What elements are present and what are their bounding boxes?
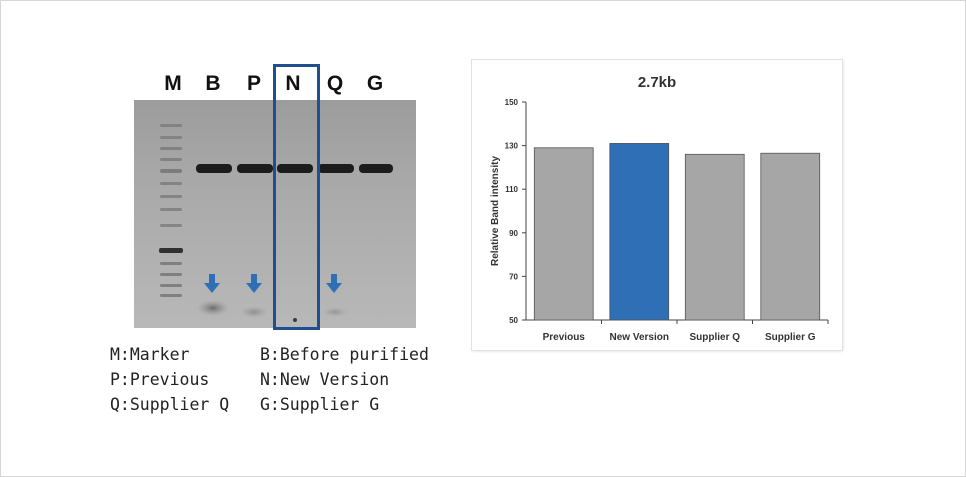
- lane-label-n: N: [285, 72, 301, 95]
- lane-label-b: B: [205, 72, 221, 95]
- arrow-icon-b: [204, 274, 220, 293]
- product-bands: [196, 164, 393, 173]
- bar-previous: [533, 147, 594, 321]
- lane-n-highlight-box: [273, 64, 320, 330]
- gel-legend: M:Marker B:Before purified P:Previous N:…: [110, 342, 429, 417]
- lane-label-p: P: [246, 72, 261, 95]
- y-tick-label: 50: [509, 316, 518, 325]
- gel-lane-labels: M B P N Q G: [134, 72, 416, 98]
- legend-supplier-g: G:Supplier G: [260, 395, 380, 414]
- y-tick-label: 150: [505, 98, 519, 107]
- bar-chart: 50 70 90 110 130 150 Relative Band intensity Pr…: [490, 98, 829, 343]
- bar-new-version: [609, 143, 670, 321]
- lane-label-q: Q: [326, 72, 344, 95]
- x-tick-label: Supplier Q: [689, 332, 740, 343]
- x-tick-label: Supplier G: [765, 332, 816, 343]
- legend-before-purified: B:Before purified: [260, 345, 429, 364]
- chart-title: 2.7kb: [637, 74, 677, 91]
- legend-new-version: N:New Version: [260, 370, 390, 389]
- legend-previous: P:Previous: [110, 370, 210, 389]
- y-axis-label: Relative Band intensity: [490, 156, 501, 266]
- x-tick-label: Previous: [543, 332, 586, 343]
- arrow-icon-q: [326, 274, 342, 293]
- marker-ladder: [159, 124, 183, 297]
- lane-label-g: G: [366, 72, 384, 95]
- legend-marker: M:Marker: [110, 345, 190, 364]
- lane-label-m: M: [164, 72, 182, 95]
- bar-supplier-g: [760, 152, 821, 321]
- y-tick-label: 90: [509, 229, 518, 238]
- x-tick-label: New Version: [610, 332, 669, 343]
- bar-chart-panel: 2.7kb 50 70 90 110 130 150 Relative Band inten…: [472, 60, 842, 350]
- y-tick-label: 70: [509, 272, 518, 281]
- arrow-icon-p: [246, 274, 262, 293]
- y-tick-label: 110: [505, 185, 518, 194]
- legend-supplier-q: Q:Supplier Q: [110, 395, 230, 414]
- y-tick-label: 130: [505, 142, 519, 151]
- bar-supplier-q: [684, 153, 745, 321]
- arrows: [204, 274, 342, 293]
